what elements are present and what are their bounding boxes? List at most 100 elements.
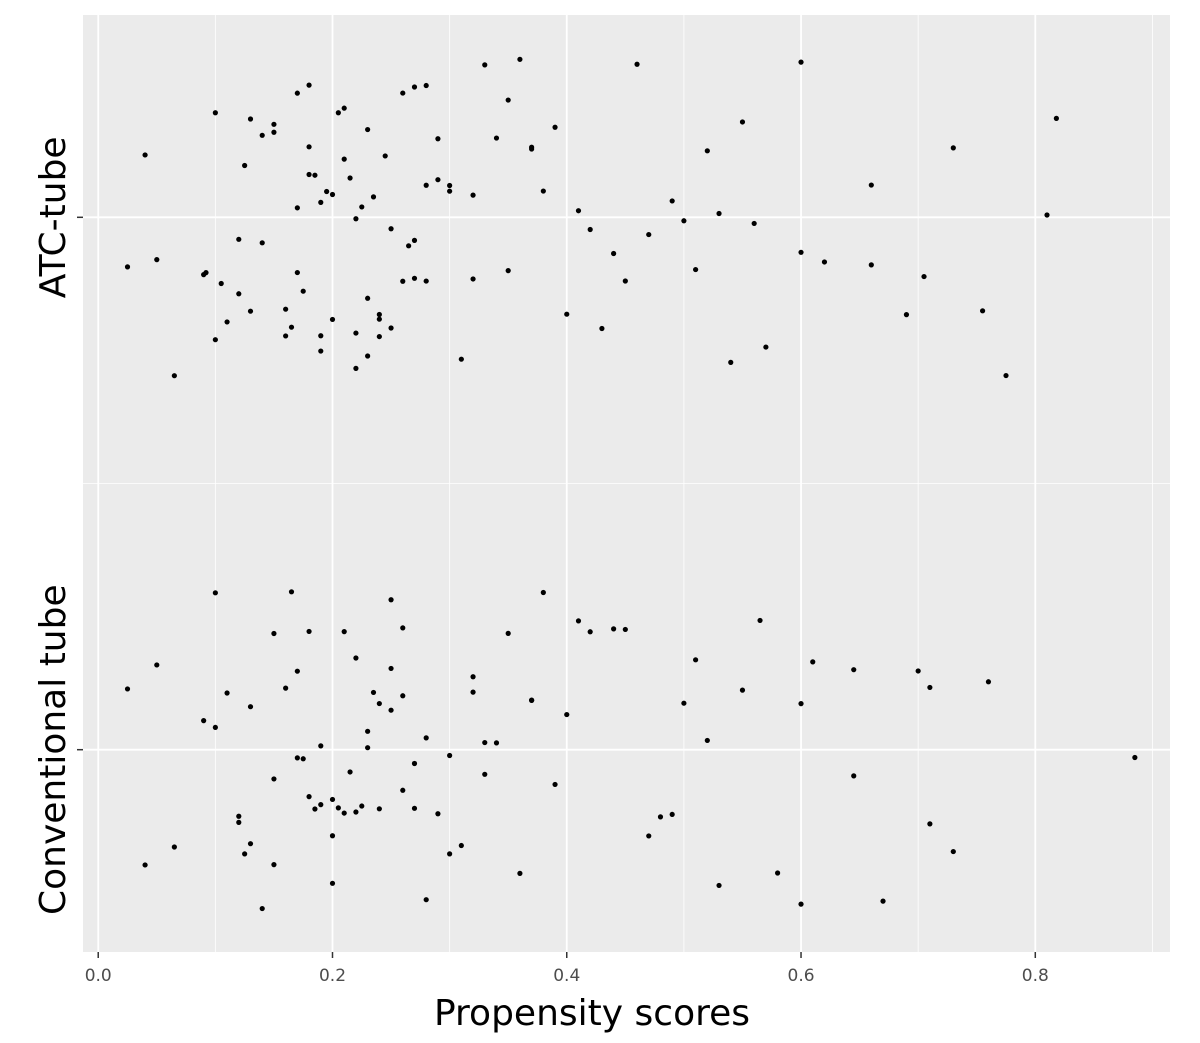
point (423, 82, 429, 89)
point (341, 156, 347, 162)
point (300, 756, 306, 762)
point (312, 806, 318, 812)
point (347, 769, 353, 775)
point (775, 870, 781, 876)
point (423, 182, 429, 188)
point (376, 311, 382, 318)
point (868, 262, 874, 268)
point (798, 901, 804, 907)
point (880, 898, 886, 904)
point (259, 132, 265, 138)
point (763, 344, 769, 350)
point (242, 162, 248, 169)
point (423, 735, 429, 741)
point (447, 188, 453, 194)
point (171, 844, 177, 850)
point (318, 348, 324, 354)
point (359, 803, 365, 809)
point (329, 880, 336, 886)
point (271, 121, 277, 127)
point (470, 689, 476, 695)
point (259, 905, 265, 912)
point (236, 291, 242, 297)
x-tick-label: 0.2 (319, 966, 346, 986)
point (335, 805, 341, 811)
point (318, 333, 324, 339)
point (411, 805, 418, 811)
point (294, 755, 300, 761)
point (950, 145, 956, 151)
point (271, 862, 277, 868)
point (376, 316, 382, 322)
point (447, 851, 453, 857)
point (212, 724, 218, 731)
point (365, 728, 371, 734)
point (370, 689, 377, 696)
point (517, 870, 523, 876)
point (634, 61, 640, 67)
point (376, 700, 382, 707)
point (529, 697, 535, 703)
point (236, 236, 242, 242)
x-tick-label: 0.8 (1022, 966, 1049, 986)
point (423, 278, 429, 284)
point (552, 124, 558, 130)
point (247, 308, 254, 314)
point (1044, 212, 1050, 218)
point (218, 280, 224, 287)
point (751, 220, 757, 227)
point (704, 148, 710, 154)
point (247, 116, 254, 122)
point (411, 275, 418, 281)
point (224, 319, 230, 325)
point (985, 679, 992, 685)
point (306, 144, 312, 150)
point (482, 771, 488, 777)
point (681, 700, 687, 706)
point (669, 811, 675, 818)
point (851, 773, 857, 779)
point (388, 707, 394, 713)
point (646, 231, 652, 238)
point (681, 218, 687, 224)
point (921, 273, 927, 280)
point (447, 182, 453, 189)
point (376, 333, 382, 340)
point (482, 62, 488, 68)
point (704, 737, 710, 744)
point (283, 333, 289, 339)
point (347, 175, 353, 181)
point (124, 264, 131, 270)
point (564, 711, 570, 718)
point (353, 330, 359, 336)
point (447, 752, 453, 759)
point (411, 237, 418, 243)
point (329, 833, 336, 839)
point (324, 188, 330, 195)
point (587, 226, 593, 233)
point (142, 862, 148, 868)
point (716, 210, 722, 217)
x-axis-title: Propensity scores (434, 993, 750, 1034)
point (493, 740, 500, 746)
point (728, 359, 734, 366)
point (400, 90, 406, 96)
point (646, 833, 652, 839)
point (411, 760, 418, 767)
x-tick-label: 0.4 (553, 966, 580, 986)
point (388, 325, 394, 331)
point (203, 270, 209, 276)
point (739, 687, 746, 693)
point (335, 110, 341, 116)
point (406, 243, 412, 249)
point (611, 626, 617, 632)
point (142, 152, 148, 158)
point (540, 188, 546, 194)
point (575, 618, 582, 624)
point (288, 324, 295, 330)
point (458, 842, 464, 849)
point (979, 308, 986, 314)
point (903, 312, 910, 318)
point (341, 629, 347, 635)
point (212, 590, 218, 596)
